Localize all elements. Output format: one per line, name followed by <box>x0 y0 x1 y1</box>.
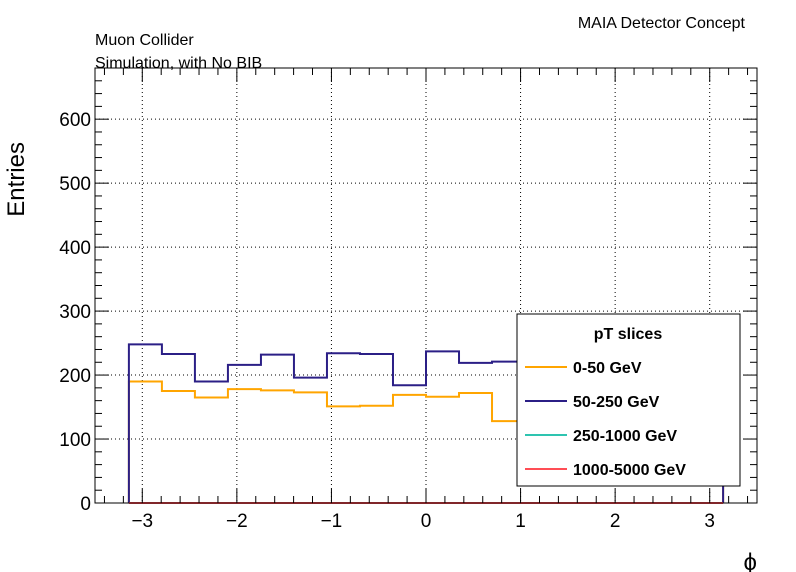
y-tick-label: 600 <box>59 110 91 131</box>
legend-entry-label: 250-1000 GeV <box>573 428 677 445</box>
tick-labels: −3 −2 −1 0 1 2 3 0 100 200 300 400 500 600 <box>59 110 715 532</box>
legend-entry-label: 0-50 GeV <box>573 360 642 377</box>
legend-entry-label: 1000-5000 GeV <box>573 462 686 479</box>
x-tick-label: −3 <box>131 511 153 532</box>
x-tick-label: 1 <box>515 511 526 532</box>
x-tick-label: −2 <box>226 511 248 532</box>
x-tick-label: −1 <box>321 511 343 532</box>
x-axis-label: ϕ <box>744 549 757 572</box>
y-tick-label: 500 <box>59 174 91 195</box>
collider-label: Muon Collider <box>95 32 194 49</box>
x-tick-label: 3 <box>704 511 715 532</box>
y-tick-label: 300 <box>59 302 91 323</box>
legend-title: pT slices <box>594 326 663 343</box>
tick-marks <box>95 68 757 504</box>
y-tick-label: 400 <box>59 238 91 259</box>
y-axis-label: Entries <box>3 142 30 217</box>
experiment-label: MAIA Detector Concept <box>578 15 746 32</box>
grid <box>95 68 757 504</box>
y-tick-label: 200 <box>59 366 91 387</box>
legend-entry-label: 50-250 GeV <box>573 394 660 411</box>
x-tick-label: 0 <box>421 511 432 532</box>
legend: pT slices 0-50 GeV 50-250 GeV 250-1000 GeV… <box>516 313 741 487</box>
simulation-label: Simulation, with No BIB <box>95 55 262 72</box>
x-tick-label: 2 <box>610 511 621 532</box>
y-tick-label: 0 <box>80 494 91 515</box>
plot-frame <box>94 67 758 504</box>
y-tick-label: 100 <box>59 430 91 451</box>
